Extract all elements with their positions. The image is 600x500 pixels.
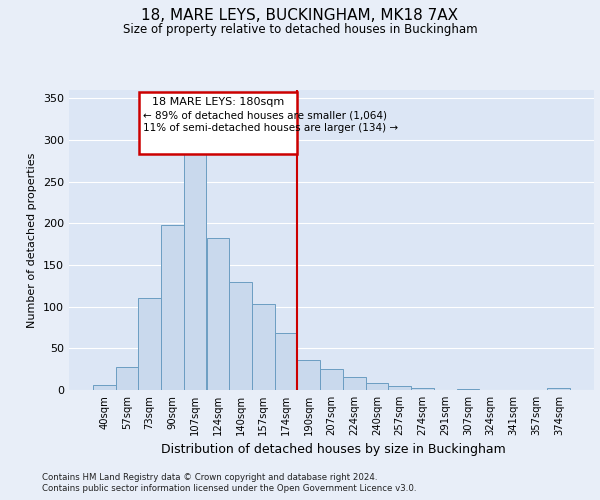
- Bar: [320, 369, 343, 390]
- Bar: [547, 388, 570, 390]
- Bar: [457, 389, 479, 390]
- Bar: [411, 388, 434, 390]
- Text: 18 MARE LEYS: 180sqm: 18 MARE LEYS: 180sqm: [152, 96, 284, 106]
- Text: Contains public sector information licensed under the Open Government Licence v3: Contains public sector information licen…: [42, 484, 416, 493]
- Text: 18, MARE LEYS, BUCKINGHAM, MK18 7AX: 18, MARE LEYS, BUCKINGHAM, MK18 7AX: [142, 8, 458, 22]
- Bar: [139, 298, 161, 390]
- Text: Size of property relative to detached houses in Buckingham: Size of property relative to detached ho…: [122, 22, 478, 36]
- Bar: [206, 238, 229, 390]
- Bar: [252, 304, 275, 390]
- Y-axis label: Number of detached properties: Number of detached properties: [28, 152, 37, 328]
- Bar: [298, 360, 320, 390]
- Bar: [184, 144, 206, 390]
- Bar: [161, 225, 184, 390]
- Bar: [388, 386, 411, 390]
- Bar: [343, 376, 365, 390]
- Text: Contains HM Land Registry data © Crown copyright and database right 2024.: Contains HM Land Registry data © Crown c…: [42, 472, 377, 482]
- Bar: [116, 366, 139, 390]
- Bar: [93, 385, 116, 390]
- Text: ← 89% of detached houses are smaller (1,064): ← 89% of detached houses are smaller (1,…: [143, 110, 387, 120]
- Bar: [229, 282, 252, 390]
- Bar: [275, 334, 298, 390]
- Bar: [365, 384, 388, 390]
- FancyBboxPatch shape: [139, 92, 298, 154]
- Text: Distribution of detached houses by size in Buckingham: Distribution of detached houses by size …: [161, 442, 505, 456]
- Text: 11% of semi-detached houses are larger (134) →: 11% of semi-detached houses are larger (…: [143, 124, 398, 134]
